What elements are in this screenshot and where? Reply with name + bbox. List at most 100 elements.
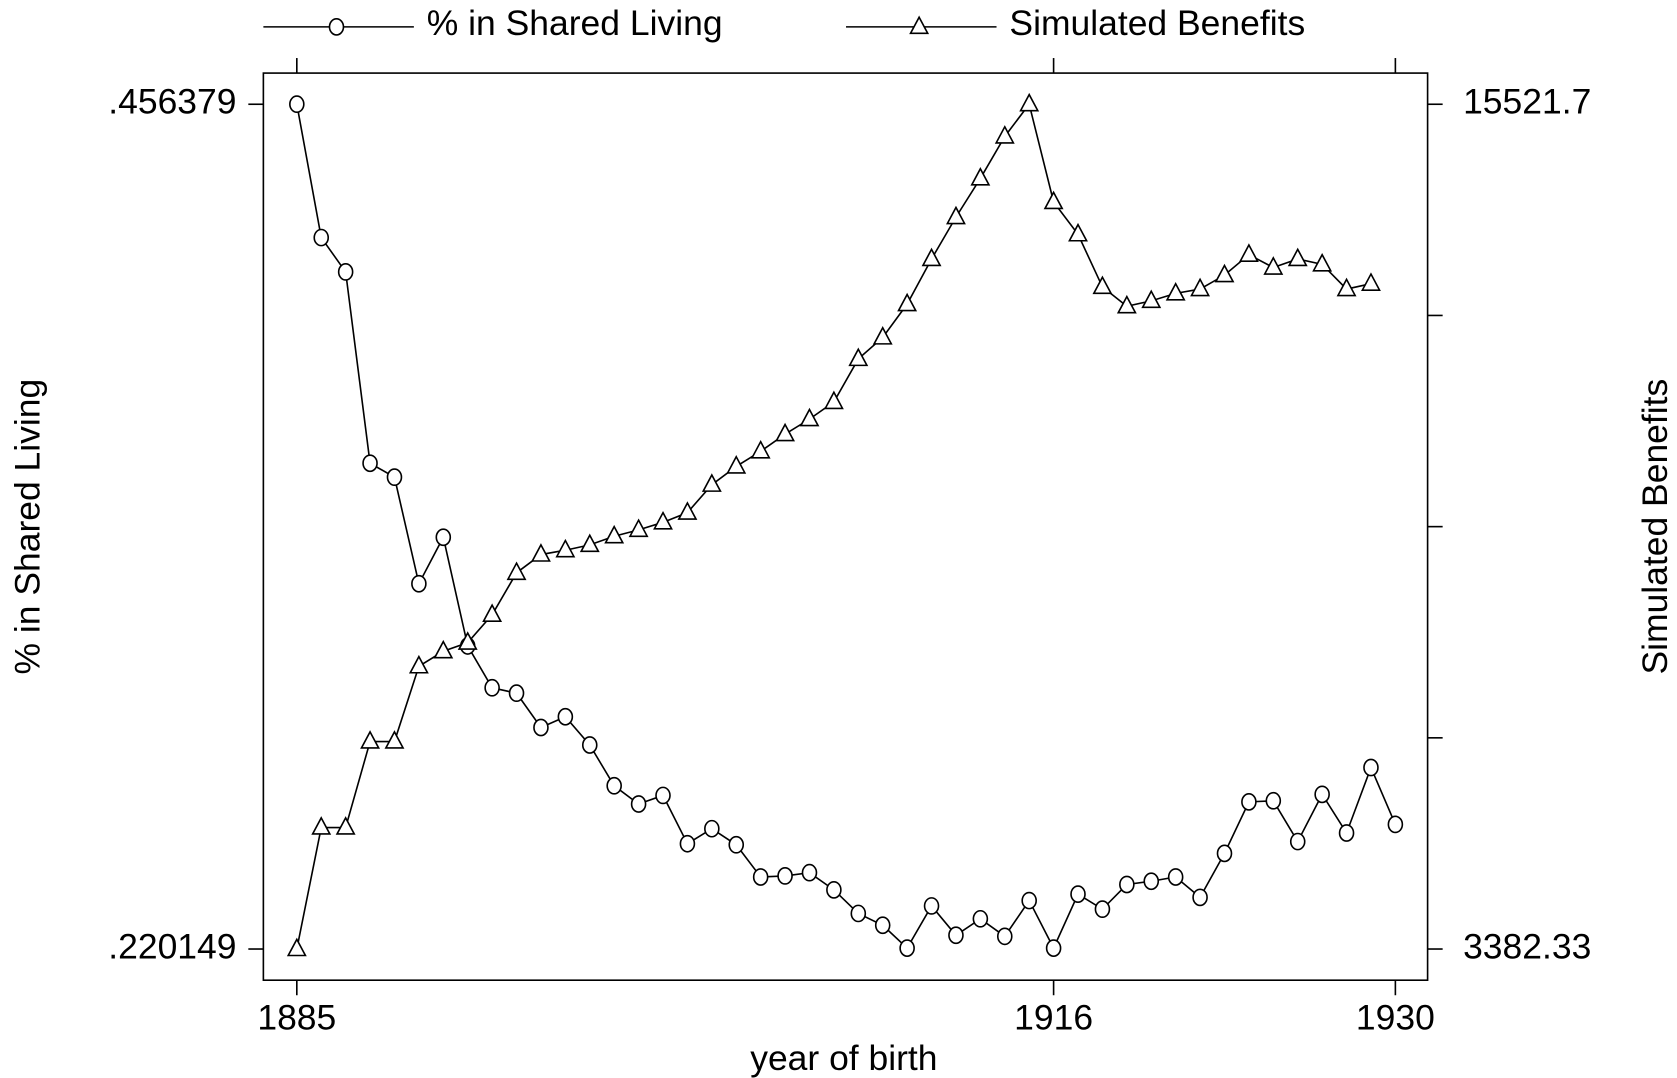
point	[579, 533, 600, 553]
y-tick-label: .220149	[108, 926, 236, 966]
point	[335, 816, 356, 835]
point	[775, 422, 796, 442]
point	[1263, 256, 1284, 275]
point	[435, 528, 452, 547]
point	[457, 631, 478, 650]
point	[286, 937, 307, 957]
point	[1312, 252, 1333, 272]
point	[1019, 92, 1040, 112]
point	[1070, 885, 1086, 903]
point	[408, 654, 429, 674]
point	[726, 455, 747, 474]
point	[360, 730, 381, 749]
point	[1021, 891, 1037, 910]
x-tick-label: 1916	[1014, 997, 1093, 1037]
point	[1287, 247, 1308, 267]
y2-tick-label: 15521.7	[1463, 82, 1591, 122]
point	[848, 347, 869, 367]
point	[1068, 222, 1088, 242]
point	[897, 292, 918, 312]
point	[1092, 275, 1113, 295]
point	[948, 926, 964, 945]
x-axis-title: year of birth	[750, 1038, 937, 1078]
point	[1361, 272, 1381, 291]
point	[799, 407, 820, 427]
point	[872, 326, 893, 345]
point	[850, 904, 867, 923]
point	[508, 684, 525, 703]
point	[386, 468, 403, 487]
point	[604, 524, 625, 544]
point	[1214, 263, 1235, 283]
point	[728, 835, 745, 854]
point	[899, 939, 915, 957]
point	[750, 439, 771, 459]
point	[777, 867, 793, 885]
point	[1241, 793, 1257, 811]
point	[1338, 824, 1355, 842]
y-axis-title: % in Shared Living	[7, 379, 47, 675]
point	[1265, 791, 1282, 810]
point	[1289, 832, 1306, 851]
point	[677, 501, 698, 520]
point	[1363, 758, 1379, 777]
point	[801, 863, 818, 882]
point	[411, 574, 427, 593]
point	[972, 909, 989, 928]
point	[653, 510, 673, 530]
point	[826, 880, 842, 899]
point	[1192, 888, 1208, 907]
point	[482, 603, 503, 622]
point	[704, 819, 720, 838]
point	[506, 561, 527, 581]
legend-label: Simulated Benefits	[1009, 3, 1305, 43]
point	[1190, 277, 1211, 297]
point	[628, 518, 649, 538]
point	[823, 390, 844, 410]
point	[701, 473, 722, 492]
point	[1143, 872, 1160, 891]
point	[1167, 868, 1184, 886]
series-line	[296, 104, 1397, 950]
point	[1094, 900, 1111, 919]
point	[581, 736, 598, 754]
point	[484, 678, 500, 697]
point	[328, 18, 345, 36]
point	[337, 263, 354, 281]
point	[996, 927, 1013, 946]
point	[1043, 190, 1064, 210]
point	[909, 15, 930, 35]
point	[606, 776, 622, 795]
point	[530, 543, 551, 562]
point	[433, 639, 454, 659]
point	[994, 125, 1015, 144]
point	[946, 205, 966, 225]
point	[1314, 785, 1330, 804]
point	[384, 730, 405, 749]
point	[1141, 289, 1162, 309]
point	[970, 167, 991, 186]
x-tick-label: 1885	[257, 997, 336, 1037]
point	[1336, 277, 1357, 297]
point	[630, 795, 647, 813]
series-line	[296, 102, 1372, 950]
point	[557, 707, 574, 726]
point	[1119, 875, 1135, 894]
point	[1116, 294, 1137, 314]
x-tick-label: 1930	[1356, 997, 1435, 1037]
point	[311, 816, 332, 835]
point	[555, 538, 576, 558]
point	[1387, 815, 1404, 834]
point	[1216, 844, 1233, 863]
point	[921, 247, 942, 267]
point	[289, 95, 305, 114]
point	[752, 868, 769, 886]
plot-frame	[262, 72, 1429, 982]
y2-tick-label: 3382.33	[1463, 926, 1591, 966]
point	[362, 454, 378, 473]
point	[1045, 939, 1062, 957]
point	[874, 916, 891, 935]
point	[923, 897, 940, 915]
point	[1165, 281, 1186, 301]
